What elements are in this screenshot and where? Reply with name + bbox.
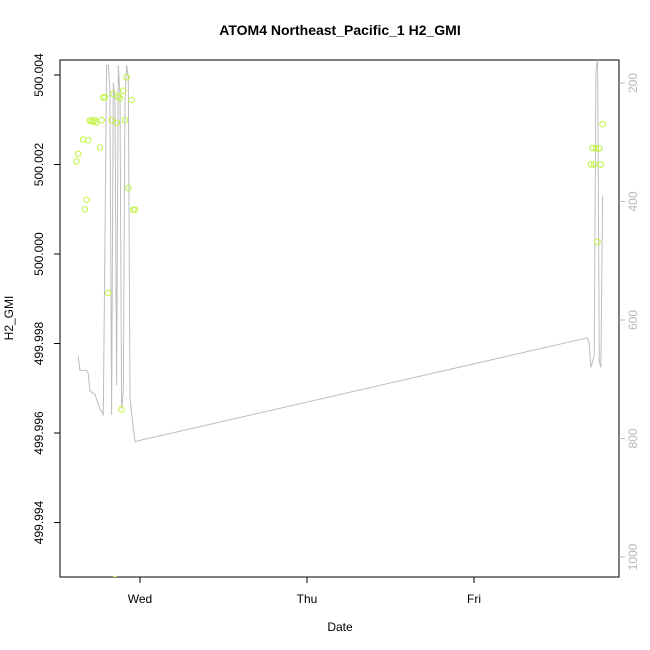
- data-point: [74, 150, 82, 158]
- data-point: [83, 196, 90, 204]
- plot-area: Wed Thu Fri 499.994 499.996 499.998 500.000 500…: [32, 53, 640, 606]
- right-tick-label: 200: [626, 73, 640, 93]
- data-point: [113, 119, 120, 127]
- y-axis-label: H2_GMI: [2, 296, 16, 341]
- data-point: [84, 137, 92, 144]
- x-tick-label: Wed: [128, 592, 152, 606]
- data-point: [592, 145, 600, 152]
- y-tick-label: 499.996: [32, 411, 46, 455]
- data-point: [595, 145, 603, 152]
- data-point: [98, 116, 105, 124]
- right-tick-label: 400: [626, 191, 640, 211]
- data-point: [73, 158, 80, 165]
- data-point: [101, 94, 109, 101]
- series-line: [77, 60, 604, 443]
- data-point: [123, 73, 130, 81]
- data-point: [116, 94, 124, 102]
- data-point: [121, 116, 129, 124]
- right-tick-label: 600: [626, 310, 640, 330]
- data-point: [125, 184, 132, 192]
- plot-frame: [59, 59, 620, 578]
- data-point: [108, 116, 115, 124]
- data-point: [120, 87, 127, 94]
- y-tick-label: 499.998: [32, 321, 46, 365]
- x-axis-label: Date: [327, 620, 353, 634]
- data-point: [89, 118, 97, 125]
- x-tick-label: Fri: [467, 592, 481, 606]
- data-point: [112, 576, 118, 577]
- data-point: [128, 96, 135, 104]
- data-point: [109, 90, 117, 98]
- data-point: [590, 161, 598, 168]
- y-tick-label: 500.002: [32, 142, 46, 186]
- data-point: [131, 206, 139, 213]
- data-point: [118, 405, 125, 413]
- y-tick-label: 500.000: [32, 232, 46, 276]
- data-point: [96, 144, 104, 151]
- x-tick-label: Thu: [297, 592, 318, 606]
- data-point: [114, 93, 122, 100]
- y-tick-label: 500.004: [32, 53, 46, 97]
- data-point: [599, 120, 606, 128]
- right-tick-label: 800: [626, 428, 640, 448]
- chart-title: ATOM4 Northeast_Pacific_1 H2_GMI: [219, 22, 460, 38]
- data-point: [594, 238, 601, 246]
- right-tick-label: 1000: [626, 543, 640, 570]
- data-point: [597, 161, 605, 168]
- data-point: [104, 289, 112, 297]
- data-point: [587, 161, 595, 168]
- data-point: [81, 205, 89, 213]
- y-tick-label: 499.994: [32, 500, 46, 544]
- data-point: [589, 144, 596, 152]
